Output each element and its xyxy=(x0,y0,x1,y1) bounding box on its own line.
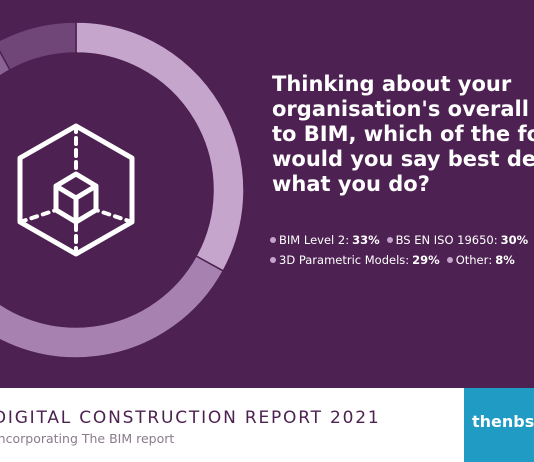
legend-value: 29% xyxy=(412,253,440,267)
donut-slice-other xyxy=(0,21,77,71)
legend-item-3d-parametric-models: 3D Parametric Models:29% xyxy=(270,250,440,270)
donut-slice-3d-parametric-models xyxy=(0,50,12,77)
donut-chart xyxy=(0,21,245,359)
legend-label: BIM Level 2 xyxy=(279,233,346,247)
legend-dot xyxy=(386,237,393,243)
report-title: DIGITAL CONSTRUCTION REPORT 2021 xyxy=(0,408,381,428)
legend-label: 3D Parametric Models xyxy=(279,253,406,267)
legend-value: 8% xyxy=(495,253,515,267)
dashed-edge xyxy=(94,208,134,224)
legend-item-bim-level-2: BIM Level 2:33% xyxy=(270,230,380,250)
chart-legend: BIM Level 2:33% BS EN ISO 19650:30% 3D P… xyxy=(270,230,534,270)
wireframe-cube-icon xyxy=(17,123,135,257)
legend-dot xyxy=(446,257,453,263)
donut-slice-bim-level-2 xyxy=(75,21,245,272)
brand-name: thenbs xyxy=(472,412,534,431)
legend-label: BS EN ISO 19650 xyxy=(395,233,494,247)
brand-logo[interactable]: thenbs xyxy=(464,388,534,462)
chart-question: Thinking about your organisation's overa… xyxy=(272,72,534,196)
donut-slice-bs-en-iso-19650 xyxy=(0,254,225,359)
legend-dot xyxy=(270,257,276,263)
inner-edge xyxy=(73,183,99,201)
infographic-panel: Thinking about your organisation's overa… xyxy=(0,0,534,388)
legend-item-bs-en-iso-19650: BS EN ISO 19650:30% xyxy=(386,230,529,250)
report-footer: DIGITAL CONSTRUCTION REPORT 2021 Incorpo… xyxy=(0,388,534,462)
legend-item-other: Other:8% xyxy=(446,250,515,270)
report-subtitle: Incorporating The BIM report xyxy=(0,431,175,446)
legend-label: Other xyxy=(455,253,489,267)
legend-value: 30% xyxy=(500,233,529,247)
legend-value: 33% xyxy=(352,233,380,247)
legend-dot xyxy=(270,237,276,243)
inner-edge xyxy=(53,183,79,201)
dashed-edge xyxy=(18,208,58,224)
